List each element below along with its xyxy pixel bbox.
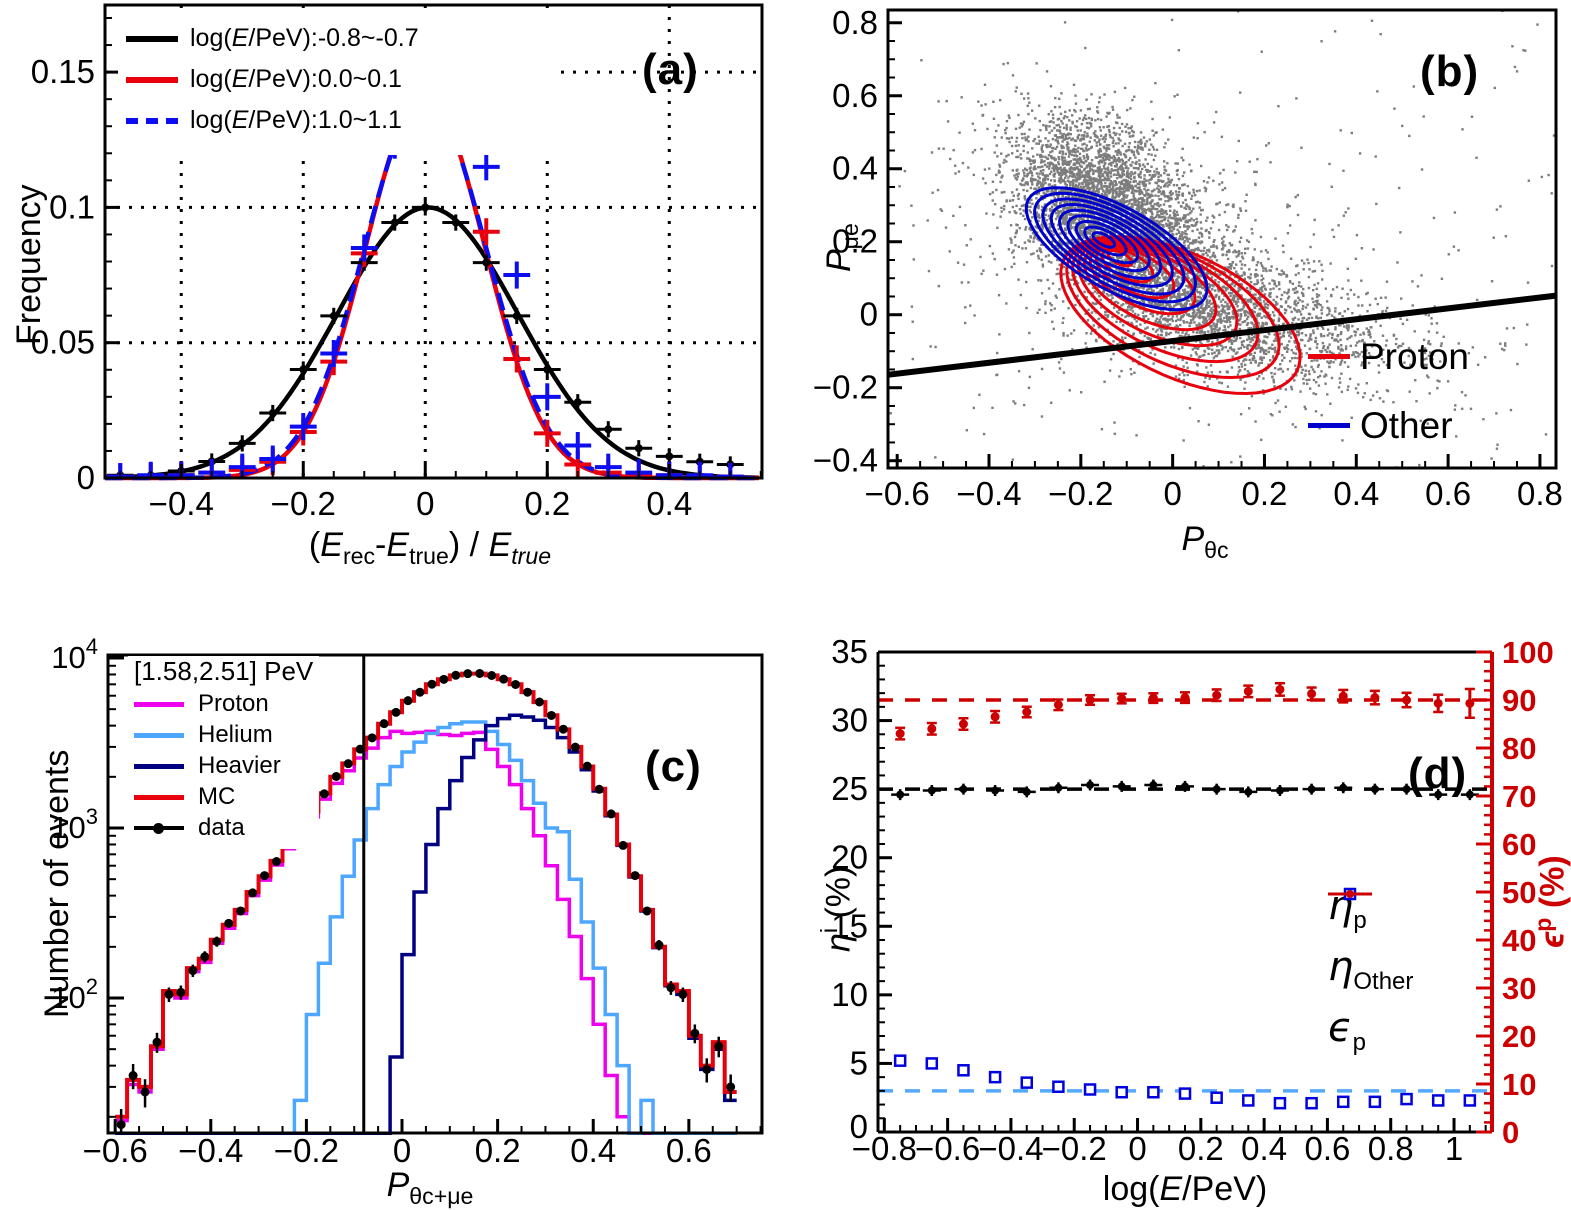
legend-entry-helium: Helium <box>134 723 313 747</box>
legend-label: Helium <box>198 721 273 748</box>
legend-label: Other <box>1360 405 1453 446</box>
panel-c-yaxis-label: Number of events <box>38 749 76 1018</box>
legend-entry-logE-mid: log(E/PeV):0.0~0.1 <box>126 67 556 92</box>
legend-label: MC <box>198 783 236 810</box>
svg-text:0.15: 0.15 <box>31 53 95 90</box>
legend-entry-other: Other <box>1308 407 1469 444</box>
legend-entry-logE-low: log(E/PeV):-0.8~-0.7 <box>126 26 556 51</box>
svg-text:0: 0 <box>416 485 434 522</box>
legend-entry-logE-high: log(E/PeV):1.0~1.1 <box>126 108 556 133</box>
blue-dashed-line-sample-icon <box>126 117 178 124</box>
panel-d-left-yaxis-label: ηi (%) <box>816 865 858 952</box>
energy-range-label: [1.58,2.51] PeV <box>134 656 314 686</box>
legend-label: ϵp <box>1328 1005 1366 1056</box>
legend-label: Heavier <box>198 752 281 779</box>
svg-text:0.2: 0.2 <box>524 485 570 522</box>
legend-label: data <box>198 814 245 841</box>
panel-b-label: (b) <box>1420 47 1480 96</box>
black-line-dot-sample-icon <box>134 823 184 834</box>
panel-b-yaxis-label: Pμe <box>820 223 863 272</box>
black-line-sample-icon <box>126 35 178 42</box>
legend-label: Proton <box>198 690 269 717</box>
panel-d-right-yaxis-label: ϵp (%) <box>1530 855 1571 948</box>
legend-entry-epsilon-p: ϵp <box>1328 890 1413 1056</box>
legend-entry-heavier: Heavier <box>134 754 313 778</box>
panel-a-yaxis-label: Frequency <box>10 184 48 345</box>
other-contours <box>1024 186 1209 312</box>
blue-line-sample-icon <box>1308 423 1350 428</box>
svg-text:0.05: 0.05 <box>31 324 95 361</box>
svg-text:0.4: 0.4 <box>646 485 692 522</box>
panel-c-xaxis-label: Pθc+μe <box>386 1166 474 1209</box>
legend-entry-mc: MC <box>134 785 313 809</box>
svg-text:−0.2: −0.2 <box>271 485 336 522</box>
legend-label: log(E/PeV):1.0~1.1 <box>190 106 402 134</box>
red-dot-marker-icon <box>1328 890 1372 898</box>
legend-entry-eta-other: ηOther <box>1328 887 1414 995</box>
svg-text:0: 0 <box>77 459 95 496</box>
legend-label: log(E/PeV):-0.8~-0.7 <box>190 24 419 52</box>
red-line-sample-icon <box>134 794 184 800</box>
legend-entry-proton: Proton <box>1308 338 1469 375</box>
legend-label: log(E/PeV):0.0~0.1 <box>190 65 402 93</box>
legend-label: Proton <box>1360 336 1470 377</box>
panel-c-legend: [1.58,2.51] PeV Proton Helium Heavier MC… <box>128 656 320 849</box>
legend-label: ηOther <box>1328 944 1414 995</box>
red-line-sample-icon <box>126 76 178 83</box>
panel-b-xaxis-label: Pθc <box>1181 520 1229 563</box>
red-line-sample-icon <box>1308 354 1350 359</box>
panel-a-label: (a) <box>642 45 699 94</box>
panel-a-legend: log(E/PeV):-0.8~-0.7 log(E/PeV):0.0~0.1 … <box>118 12 556 155</box>
legend-entry-data: data <box>134 816 313 840</box>
panel-d-legend: ηp ηOther ϵp <box>1328 886 1413 1069</box>
svg-text:−0.4: −0.4 <box>149 485 214 522</box>
panel-d-label: (d) <box>1408 749 1468 798</box>
lightblue-line-sample-icon <box>134 732 184 738</box>
svg-text:0.1: 0.1 <box>49 188 95 225</box>
panel-b-legend: Proton Other <box>1308 338 1469 444</box>
magenta-line-sample-icon <box>134 701 184 707</box>
navy-line-sample-icon <box>134 763 184 769</box>
legend-entry-proton: Proton <box>134 692 313 716</box>
panel-a-xaxis-label: (Erec-Etrue) / Etrue <box>308 526 552 569</box>
panel-d-xaxis-label: log(E/PeV) <box>1102 1170 1268 1208</box>
panel-d: −0.8−0.6−0.4−0.2 0 0.2 0.4 0.6 0.8 15101520253… <box>831 633 1553 1167</box>
panel-c-label: (c) <box>645 742 702 791</box>
panel-b: −0.6 −0.4 −0.2 0 0.2 0.4 0.6 0.8−0.4−0.200.20.4… <box>813 4 1563 512</box>
